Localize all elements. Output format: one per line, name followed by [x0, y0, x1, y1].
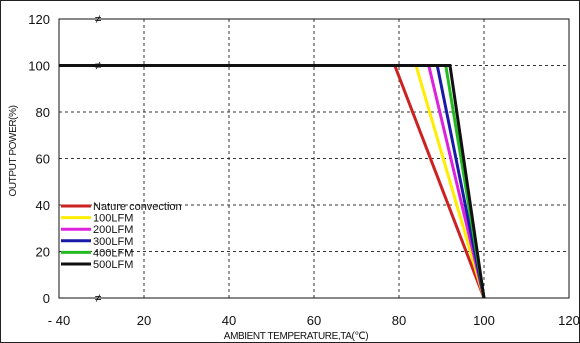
x-tick-label: 20	[137, 313, 151, 328]
y-tick-label: 0	[43, 291, 50, 306]
x-tick-label: 80	[392, 313, 406, 328]
grid	[59, 19, 569, 298]
y-tick-label: 20	[36, 245, 50, 260]
axis-break-marker: ≠	[95, 59, 102, 73]
x-axis-label: AMBIENT TEMPERATURE,TA(℃)	[224, 331, 368, 342]
legend-label: 200LFM	[93, 224, 133, 236]
x-tick-label: 40	[222, 313, 236, 328]
axis-break-marker: ≠	[95, 291, 102, 305]
series-line	[59, 64, 486, 299]
legend-label: 500LFM	[93, 259, 133, 271]
series-layer	[59, 64, 486, 299]
legend-label: Nature convection	[93, 201, 182, 213]
x-tick-label: 100	[473, 313, 495, 328]
axis-break-marker: ≠	[95, 12, 102, 26]
y-tick-label: 60	[36, 152, 50, 167]
x-tick-label: - 40	[48, 313, 70, 328]
legend-label: 100LFM	[93, 213, 133, 225]
y-tick-label: 120	[28, 12, 50, 27]
y-tick-labels: 0 20 40 60 80 100 120	[28, 12, 50, 306]
plot-area-border	[58, 18, 570, 299]
x-tick-label: 120	[558, 313, 579, 328]
legend: Nature convection100LFM200LFM300LFM400LF…	[61, 201, 182, 271]
legend-label: 400LFM	[93, 247, 133, 259]
y-tick-label: 100	[28, 59, 50, 74]
x-tick-labels: - 40 20 40 60 80 100 120	[48, 313, 579, 328]
y-axis-label: OUTPUT POWER(%)	[8, 105, 19, 196]
y-tick-label: 40	[36, 198, 50, 213]
y-tick-label: 80	[36, 105, 50, 120]
axis-breaks: ≠ ≠ ≠	[95, 12, 102, 305]
x-tick-label: 60	[307, 313, 321, 328]
legend-label: 300LFM	[93, 236, 133, 248]
